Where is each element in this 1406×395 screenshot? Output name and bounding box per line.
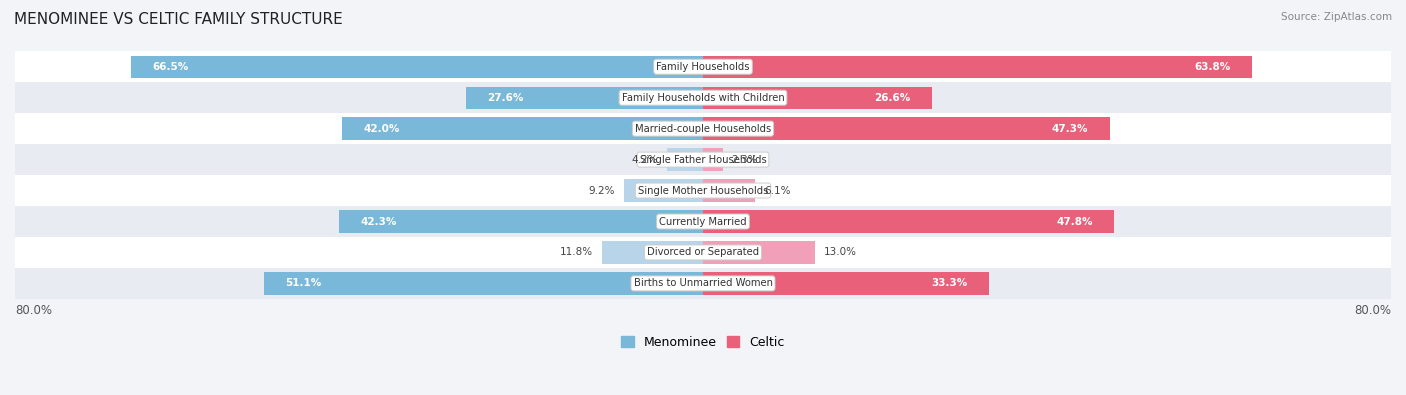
- Bar: [703, 56, 1251, 78]
- Text: 63.8%: 63.8%: [1194, 62, 1230, 72]
- Bar: [602, 241, 703, 263]
- Text: 47.8%: 47.8%: [1056, 216, 1092, 226]
- Text: Family Households: Family Households: [657, 62, 749, 72]
- Bar: [703, 149, 723, 171]
- Bar: [15, 206, 1391, 237]
- Bar: [703, 87, 932, 109]
- Text: 27.6%: 27.6%: [486, 93, 523, 103]
- Text: 42.3%: 42.3%: [361, 216, 396, 226]
- Bar: [15, 51, 1391, 82]
- Bar: [15, 175, 1391, 206]
- Text: 51.1%: 51.1%: [285, 278, 322, 288]
- Bar: [624, 179, 703, 202]
- Text: 47.3%: 47.3%: [1052, 124, 1088, 134]
- Text: Single Father Households: Single Father Households: [640, 154, 766, 165]
- Text: 13.0%: 13.0%: [824, 247, 856, 258]
- Text: 80.0%: 80.0%: [1354, 303, 1391, 316]
- Text: Married-couple Households: Married-couple Households: [636, 124, 770, 134]
- Bar: [465, 87, 703, 109]
- Text: 11.8%: 11.8%: [560, 247, 593, 258]
- Bar: [131, 56, 703, 78]
- Text: Currently Married: Currently Married: [659, 216, 747, 226]
- Text: 4.2%: 4.2%: [631, 154, 658, 165]
- Bar: [703, 117, 1109, 140]
- Text: Source: ZipAtlas.com: Source: ZipAtlas.com: [1281, 12, 1392, 22]
- Text: 42.0%: 42.0%: [363, 124, 399, 134]
- Text: 2.3%: 2.3%: [731, 154, 758, 165]
- Bar: [342, 117, 703, 140]
- Text: 9.2%: 9.2%: [589, 186, 616, 196]
- Text: Births to Unmarried Women: Births to Unmarried Women: [634, 278, 772, 288]
- Text: MENOMINEE VS CELTIC FAMILY STRUCTURE: MENOMINEE VS CELTIC FAMILY STRUCTURE: [14, 12, 343, 27]
- Bar: [15, 144, 1391, 175]
- Text: 80.0%: 80.0%: [15, 303, 52, 316]
- Text: 33.3%: 33.3%: [932, 278, 967, 288]
- Text: Divorced or Separated: Divorced or Separated: [647, 247, 759, 258]
- Bar: [263, 272, 703, 295]
- Text: Family Households with Children: Family Households with Children: [621, 93, 785, 103]
- Text: 26.6%: 26.6%: [875, 93, 910, 103]
- Text: 6.1%: 6.1%: [763, 186, 790, 196]
- Bar: [15, 268, 1391, 299]
- Bar: [703, 211, 1114, 233]
- Legend: Menominee, Celtic: Menominee, Celtic: [616, 331, 790, 354]
- Text: Single Mother Households: Single Mother Households: [638, 186, 768, 196]
- Bar: [666, 149, 703, 171]
- Bar: [703, 179, 755, 202]
- Bar: [15, 237, 1391, 268]
- Bar: [15, 82, 1391, 113]
- Text: 66.5%: 66.5%: [153, 62, 188, 72]
- Bar: [703, 272, 990, 295]
- Bar: [703, 241, 815, 263]
- Bar: [339, 211, 703, 233]
- Bar: [15, 113, 1391, 144]
